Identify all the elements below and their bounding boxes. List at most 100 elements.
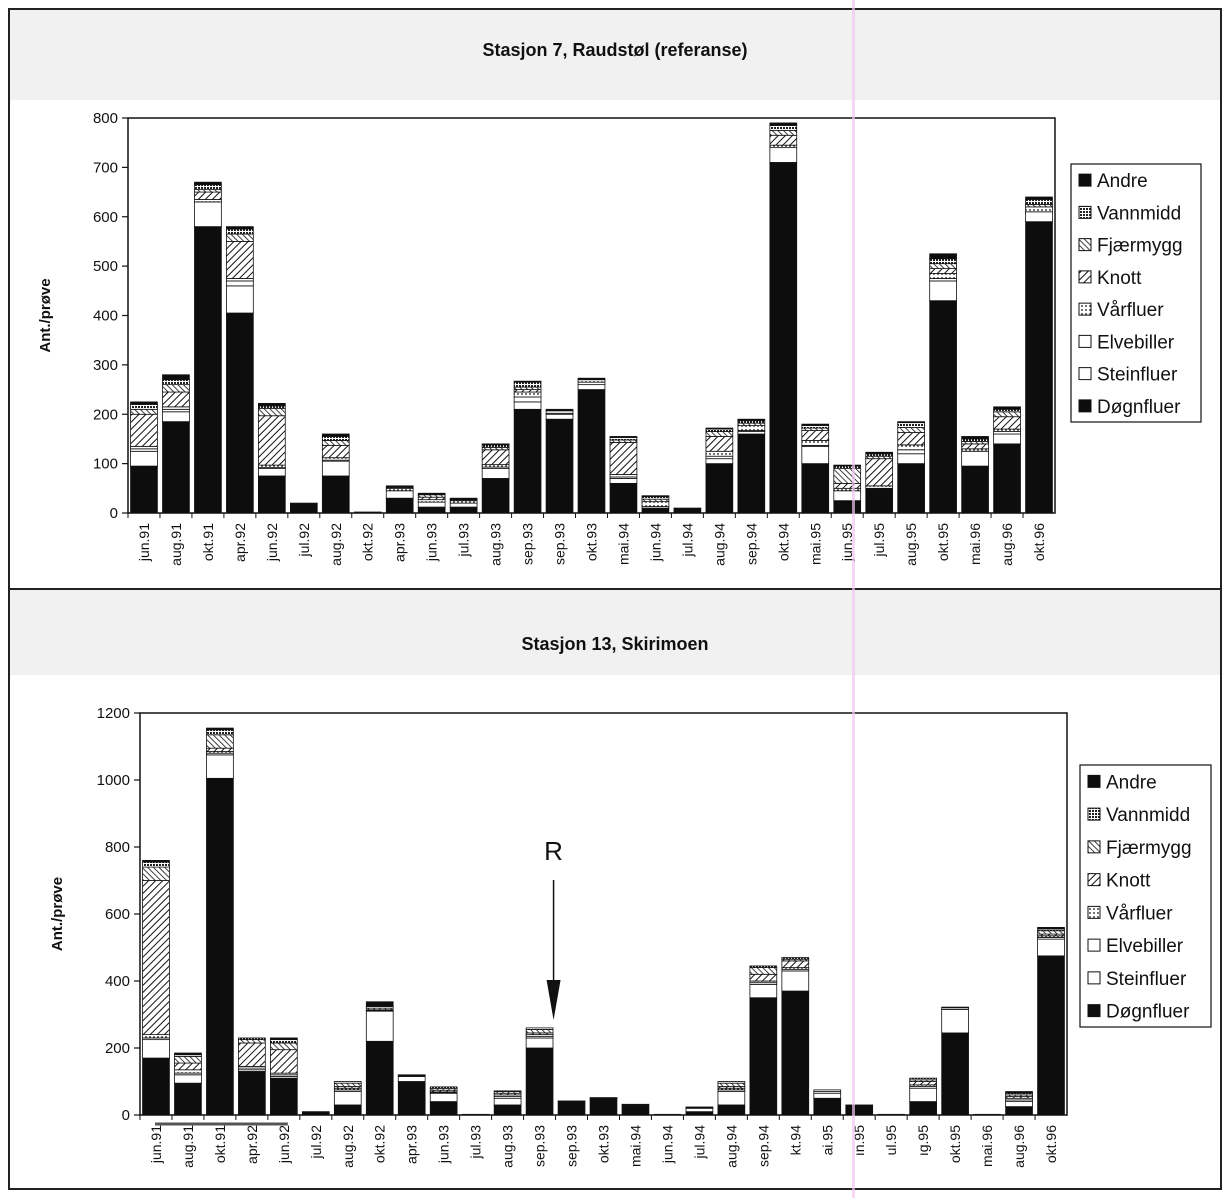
bar-segment-andre [513,380,542,383]
legend-label-fj-rmygg: Fjærmygg [1106,838,1192,859]
bar-segment-andre [705,427,734,430]
bar-segment-steinfluer [993,433,1021,445]
y-tick-label: 800 [93,110,118,127]
bar-segment-andre [417,492,446,496]
x-tick-label: okt.95 [947,1125,963,1163]
x-tick-label: aug.93 [488,523,504,566]
bar-segment-d-gnfluer [653,1113,682,1116]
y-axis-label: Ant./prøve [49,877,66,951]
bar-segment-vannmidd [749,965,778,968]
bar-segment-steinfluer [621,1103,650,1106]
x-tick-label: jul.94 [679,523,695,558]
bar-segment-va-rfluer [813,1089,842,1092]
bar-segment-andre [577,377,606,381]
bar-segment-andre [801,423,830,427]
y-tick-label: 600 [105,906,130,923]
y-tick-label: 200 [93,406,118,423]
x-tick-label: aug.92 [328,523,344,566]
legend-label-elvebiller: Elvebiller [1106,936,1184,957]
x-tick-label: aug.94 [711,523,727,566]
legend-label-d-gnfluer: Døgnfluer [1097,397,1181,418]
x-tick-label: okt.96 [1043,1125,1059,1163]
x-tick-label: apr.93 [404,1125,420,1164]
legend-swatch-knott [1078,270,1092,284]
bar-segment-d-gnfluer [609,482,638,514]
scan-artifact-line [852,0,855,1198]
bar-segment-steinfluer [685,1107,714,1113]
bar-segment-steinfluer [941,1009,969,1034]
bar-segment-andre [258,402,286,407]
chart-title-top: Stasjon 7, Raudstøl (referanse) [482,40,748,60]
bar-segment-steinfluer [545,413,574,420]
bar-segment-steinfluer [801,445,830,465]
bar-segment-steinfluer [589,1097,618,1099]
bar-segment-d-gnfluer [801,463,830,514]
legend-swatch-steinfluer [1078,367,1092,381]
x-tick-label: jun.94 [659,1125,675,1164]
bar-segment-steinfluer [1005,1101,1033,1108]
bar-segment-va-rfluer [897,444,925,451]
bar-segment-vannmidd [897,422,925,428]
bar-segment-fj-rmygg [717,1082,746,1087]
x-tick-label: jul.92 [308,1125,324,1160]
x-tick-label: mai.94 [627,1125,643,1167]
x-tick-label: okt.96 [1031,523,1047,561]
bar-segment-d-gnfluer [258,475,286,514]
x-tick-label: kt.94 [787,1125,803,1156]
bar-segment-steinfluer [1037,938,1065,957]
bar-segment-d-gnfluer [685,1111,714,1116]
x-tick-label: jun.95 [839,523,855,562]
legend-swatch-d-gnfluer [1087,1004,1101,1018]
panel-divider [8,588,1222,590]
bar-segment-vannmidd [162,379,190,386]
bar-segment-knott [801,430,830,441]
bar-segment-steinfluer [705,458,734,465]
bar-segment-vannmidd [270,1039,298,1044]
bar-segment-va-rfluer [641,501,670,507]
y-tick-label: 400 [105,973,130,990]
bar-segment-vannmidd [194,184,222,190]
bar-segment-d-gnfluer [226,312,254,514]
x-tick-label: okt.91 [212,1125,228,1163]
bar-segment-steinfluer [749,983,778,999]
legend-box [1070,163,1202,423]
bar-segment-steinfluer [493,1097,522,1106]
chart-title-bottom: Stasjon 13, Skirimoen [521,634,709,654]
bar-segment-d-gnfluer [865,487,894,514]
x-tick-label: jul.95 [871,523,887,558]
bar-segment-steinfluer [162,411,190,423]
bar-segment-steinfluer [365,1010,394,1042]
x-tick-label: aug.93 [500,1125,516,1168]
bar-segment-d-gnfluer [1005,1106,1033,1116]
legend-swatch-va-rfluer [1078,302,1092,316]
x-tick-label: aug.96 [1011,1125,1027,1168]
bar-segment-steinfluer [385,490,414,499]
y-tick-label: 300 [93,357,118,374]
bar-segment-steinfluer [717,1091,746,1106]
x-tick-label: jul.94 [691,1125,707,1160]
x-tick-label: apr.92 [232,523,248,562]
legend-swatch-steinfluer [1087,971,1101,985]
legend-label-steinfluer: Steinfluer [1106,969,1187,990]
x-tick-label: okt.91 [200,523,216,561]
bar-segment-knott [174,1062,202,1071]
bar-segment-va-rfluer [174,1069,202,1074]
bar-segment-steinfluer [513,401,542,410]
x-tick-label: okt.92 [360,523,376,561]
bar-segment-knott [961,443,989,450]
bar-segment-andre [226,226,254,230]
legend-swatch-fj-rmygg [1087,840,1101,854]
bar-segment-steinfluer [130,450,158,467]
bar-segment-vannmidd [513,381,542,388]
x-tick-label: jun.92 [264,523,280,562]
bar-segment-knott [781,960,810,968]
bar-segment-fj-rmygg [333,1082,362,1087]
bar-segment-fj-rmygg [769,129,798,136]
bar-segment-d-gnfluer [929,300,957,514]
legend-label-fj-rmygg: Fjærmygg [1097,236,1183,257]
bar-segment-andre [865,451,894,455]
y-tick-label: 700 [93,159,118,176]
bar-segment-vannmidd [333,1081,362,1084]
bar-segment-va-rfluer [142,1034,170,1039]
legend-swatch-vannmidd [1078,205,1092,219]
